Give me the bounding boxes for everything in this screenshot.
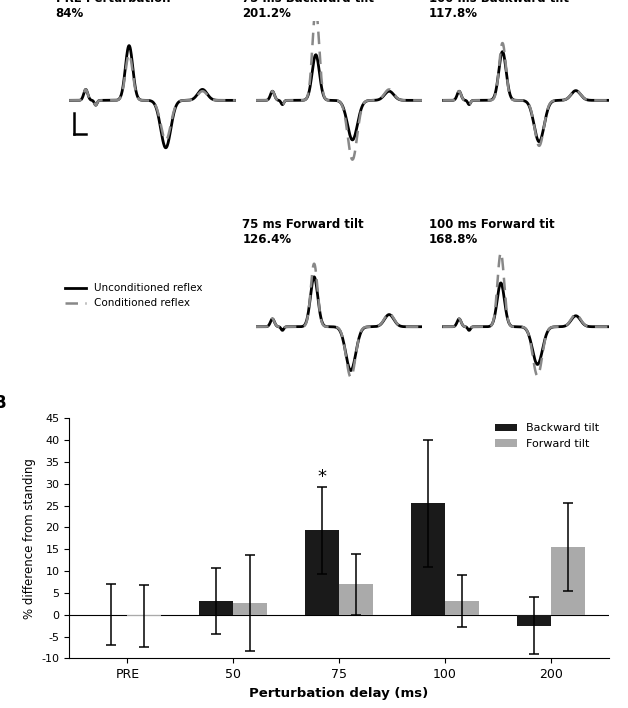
Text: PRE Perturbation
84%: PRE Perturbation 84% <box>56 0 170 20</box>
Bar <box>517 615 551 626</box>
X-axis label: Perturbation delay (ms): Perturbation delay (ms) <box>249 687 429 700</box>
Text: B: B <box>0 394 6 412</box>
Bar <box>305 530 339 615</box>
Text: 75 ms Forward tilt
126.4%: 75 ms Forward tilt 126.4% <box>242 219 364 246</box>
Text: 100 ms Backward tilt
117.8%: 100 ms Backward tilt 117.8% <box>429 0 569 20</box>
Text: 75 ms Backward tilt
201.2%: 75 ms Backward tilt 201.2% <box>242 0 374 20</box>
Text: *: * <box>318 468 327 486</box>
Bar <box>200 601 234 615</box>
Legend: Backward tilt, Forward tilt: Backward tilt, Forward tilt <box>490 419 604 453</box>
Bar <box>127 615 161 616</box>
Bar <box>411 503 445 615</box>
Bar <box>234 603 267 615</box>
Bar <box>339 584 373 615</box>
Legend: Unconditioned reflex, Conditioned reflex: Unconditioned reflex, Conditioned reflex <box>61 279 207 313</box>
Bar <box>551 547 585 615</box>
Bar <box>445 601 479 615</box>
Y-axis label: % difference from standing: % difference from standing <box>23 458 36 619</box>
Text: 100 ms Forward tit
168.8%: 100 ms Forward tit 168.8% <box>429 219 555 246</box>
